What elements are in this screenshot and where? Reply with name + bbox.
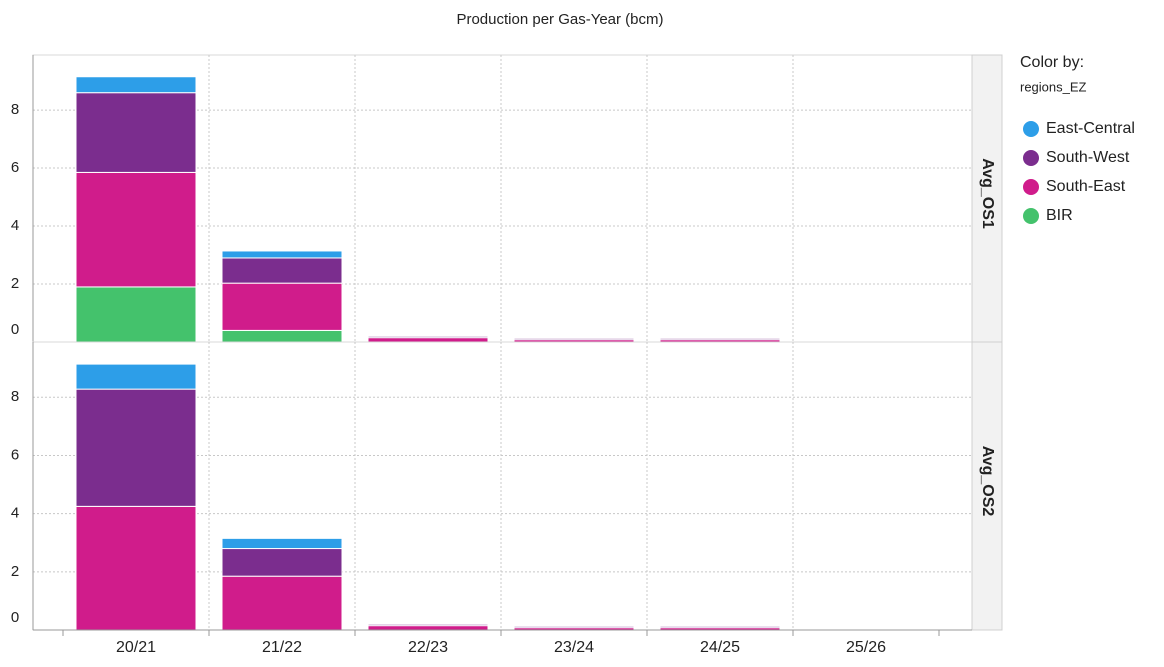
bar-segment	[75, 171, 197, 288]
bar-segment	[367, 337, 489, 343]
bar-segment	[221, 250, 343, 259]
bar-segment	[221, 548, 343, 577]
y-tick-label: 4	[11, 505, 19, 522]
facet-label: Avg_OS1	[979, 158, 996, 229]
facet-label: Avg_OS2	[979, 446, 996, 517]
bar-segment	[75, 76, 197, 94]
bar-segment	[805, 627, 927, 630]
bar-segment	[75, 388, 197, 507]
legend-label: South-East	[1046, 178, 1126, 195]
legend-label: South-West	[1046, 149, 1130, 166]
bar-segment	[75, 92, 197, 173]
bar-segment	[221, 537, 343, 550]
bar-segment	[221, 575, 343, 631]
x-tick-label: 22/23	[408, 639, 448, 656]
chart-title: Production per Gas-Year (bcm)	[456, 11, 663, 28]
y-tick-label: 6	[11, 446, 19, 463]
bar-segment	[513, 624, 635, 627]
bar-segment	[221, 329, 343, 343]
y-tick-label: 0	[11, 321, 19, 338]
y-tick-label: 6	[11, 159, 19, 176]
y-tick-label: 8	[11, 101, 19, 118]
bar-segment	[659, 336, 781, 339]
legend-swatch	[1023, 150, 1039, 166]
y-tick-label: 8	[11, 388, 19, 405]
legend-swatch	[1023, 121, 1039, 137]
facet-strip	[971, 341, 1003, 631]
bar-segment	[367, 335, 489, 337]
bar-segment	[75, 286, 197, 343]
bar-segment	[75, 505, 197, 631]
y-tick-label: 2	[11, 275, 19, 292]
legend-swatch	[1023, 179, 1039, 195]
bar-segment	[75, 363, 197, 390]
x-tick-label: 24/25	[700, 639, 740, 656]
x-tick-label: 25/26	[846, 639, 886, 656]
legend-title: Color by:	[1020, 54, 1084, 71]
bar-segment	[513, 336, 635, 339]
bar-segment	[367, 625, 489, 631]
x-tick-label: 21/22	[262, 639, 302, 656]
y-tick-label: 0	[11, 609, 19, 626]
legend-label: BIR	[1046, 207, 1073, 224]
y-tick-label: 2	[11, 563, 19, 580]
legend-label: East-Central	[1046, 120, 1135, 137]
legend-subtitle: regions_EZ	[1020, 79, 1087, 94]
y-tick-label: 4	[11, 217, 19, 234]
bar-segment	[221, 257, 343, 284]
bar-segment	[367, 623, 489, 625]
bar-segment	[221, 282, 343, 331]
bar-segment	[659, 624, 781, 627]
bar-segment	[805, 339, 927, 342]
x-tick-label: 20/21	[116, 639, 156, 656]
legend-swatch	[1023, 208, 1039, 224]
x-tick-label: 23/24	[554, 639, 594, 656]
